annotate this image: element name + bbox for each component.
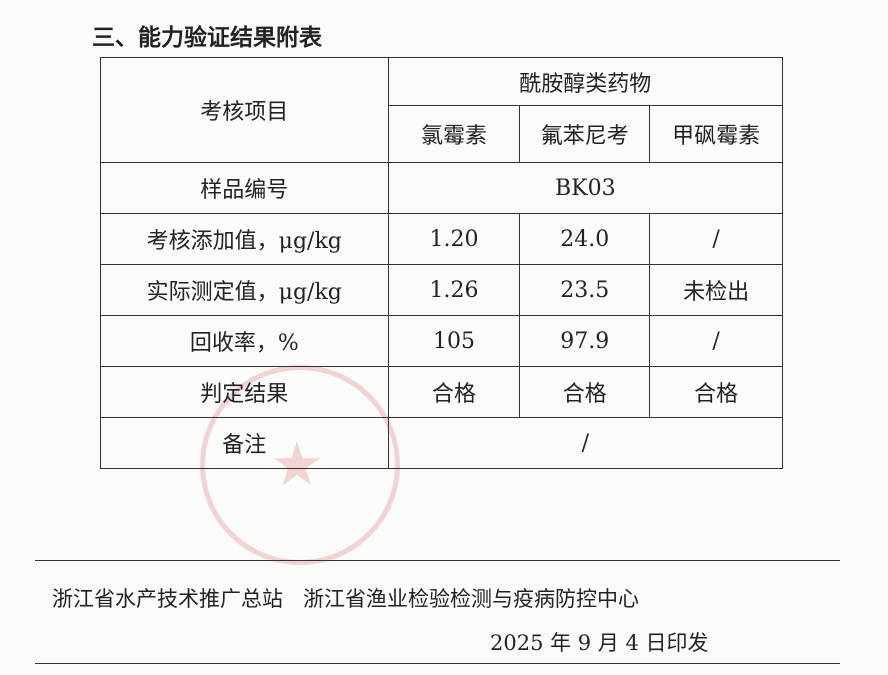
table-row: 判定结果 合格 合格 合格 — [100, 366, 783, 418]
issuing-orgs: 浙江省水产技术推广总站 浙江省渔业检验检测与疫病防控中心 — [52, 583, 639, 613]
org-2: 浙江省渔业检验检测与疫病防控中心 — [303, 587, 640, 611]
remark-label: 备注 — [100, 417, 389, 469]
cell: 23.5 — [519, 264, 651, 316]
row-label: 判定结果 — [100, 366, 389, 418]
sample-value: BK03 — [387, 162, 784, 214]
divider — [35, 560, 840, 561]
group-header: 酰胺醇类药物 — [387, 57, 784, 106]
results-table: 考核项目 酰胺醇类药物 氯霉素 氟苯尼考 甲砜霉素 样品编号 BK03 考核添加… — [100, 57, 784, 469]
cell: 合格 — [649, 366, 783, 418]
cell: 1.20 — [387, 213, 521, 265]
cell: 合格 — [519, 366, 651, 418]
table-row: 实际测定值，μg/kg 1.26 23.5 未检出 — [100, 264, 783, 316]
table-row: 考核添加值，μg/kg 1.20 24.0/ — [100, 213, 783, 265]
table-row: 回收率，% 105 97.9/ — [100, 315, 783, 367]
cell: 1.26 — [387, 264, 521, 316]
drug-header: 氟苯尼考 — [519, 105, 651, 163]
section-title: 三、能力验证结果附表 — [92, 25, 322, 51]
cell: 未检出 — [649, 264, 783, 316]
sample-label: 样品编号 — [100, 162, 389, 214]
cell: / — [649, 315, 783, 367]
item-header: 考核项目 — [100, 57, 389, 163]
cell: / — [649, 213, 783, 265]
drug-header: 甲砜霉素 — [649, 105, 783, 163]
cell: 97.9 — [519, 315, 651, 367]
drug-header: 氯霉素 — [387, 105, 521, 163]
divider — [35, 663, 840, 664]
cell: 105 — [387, 315, 521, 367]
org-1: 浙江省水产技术推广总站 — [52, 587, 283, 611]
row-label: 考核添加值，μg/kg — [100, 213, 389, 265]
remark-value: / — [387, 417, 784, 469]
row-label: 回收率，% — [100, 315, 389, 367]
cell: 24.0 — [519, 213, 651, 265]
row-label: 实际测定值，μg/kg — [100, 264, 389, 316]
issue-date: 2025 年 9 月 4 日印发 — [490, 631, 709, 655]
cell: 合格 — [387, 366, 521, 418]
